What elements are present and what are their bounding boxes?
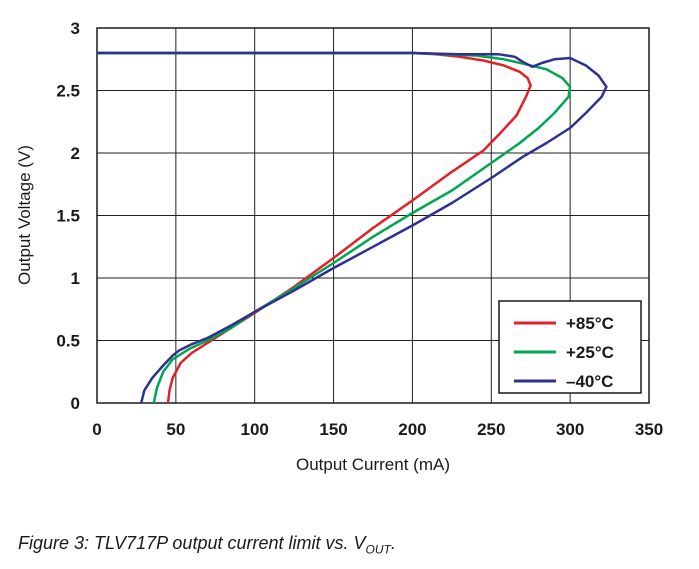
x-tick-label: 350 bbox=[635, 420, 663, 439]
caption-subscript: OUT bbox=[365, 542, 391, 557]
y-tick-label: 2.5 bbox=[56, 82, 80, 101]
y-tick-label: 2 bbox=[71, 144, 80, 163]
y-tick-label: 1 bbox=[71, 269, 80, 288]
x-tick-label: 0 bbox=[92, 420, 101, 439]
y-tick-labels: 0 0.5 1 1.5 2 2.5 3 bbox=[56, 19, 80, 413]
y-tick-label: 3 bbox=[71, 19, 80, 38]
caption-end: . bbox=[390, 533, 396, 553]
x-tick-label: 300 bbox=[556, 420, 584, 439]
y-axis-label: Output Voltage (V) bbox=[15, 145, 34, 285]
grid-lines bbox=[96, 27, 650, 404]
x-tick-label: 100 bbox=[241, 420, 269, 439]
legend-label: +25°C bbox=[566, 343, 614, 362]
legend: +85°C +25°C –40°C bbox=[498, 300, 642, 394]
legend-box bbox=[498, 300, 642, 394]
series-line-3 bbox=[97, 51, 608, 404]
legend-label: +85°C bbox=[566, 314, 614, 333]
x-tick-label: 250 bbox=[477, 420, 505, 439]
legend-label: –40°C bbox=[566, 372, 613, 391]
series-line-1 bbox=[97, 51, 532, 404]
y-tick-label: 0 bbox=[71, 394, 80, 413]
y-tick-label: 1.5 bbox=[56, 207, 80, 226]
x-axis-label: Output Current (mA) bbox=[296, 455, 450, 474]
caption-text: Figure 3: TLV717P output current limit v… bbox=[18, 533, 366, 553]
y-tick-label: 0.5 bbox=[56, 332, 80, 351]
series-line-2 bbox=[97, 51, 572, 404]
x-tick-labels: 0 50 100 150 200 250 300 350 bbox=[92, 420, 663, 439]
series-group bbox=[97, 51, 608, 404]
x-tick-label: 150 bbox=[319, 420, 347, 439]
figure-caption: Figure 3: TLV717P output current limit v… bbox=[18, 533, 396, 557]
plot-frame bbox=[96, 27, 650, 404]
x-tick-label: 50 bbox=[166, 420, 185, 439]
chart: 0 50 100 150 200 250 300 350 0 0.5 1 1.5 2 2.5 3 Outp… bbox=[15, 19, 663, 474]
x-tick-label: 200 bbox=[398, 420, 426, 439]
